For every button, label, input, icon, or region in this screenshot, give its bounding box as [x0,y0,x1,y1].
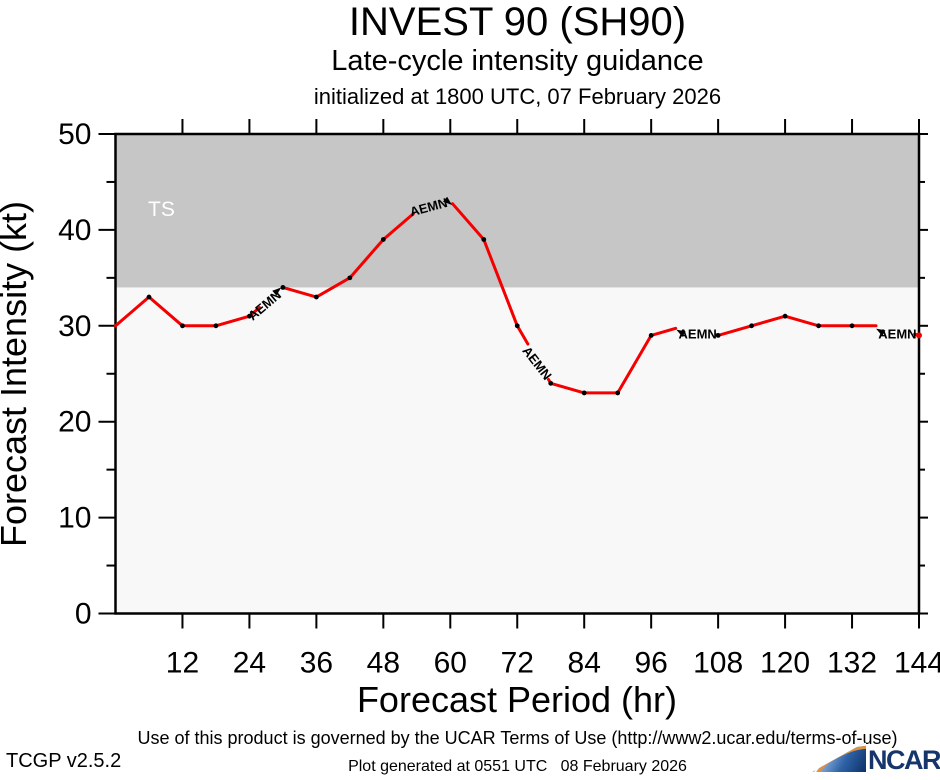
x-tick-label: 24 [233,647,266,680]
model-label-arrow-icon [443,196,452,205]
init-time-line: initialized at 1800 UTC, 07 February 202… [313,84,722,109]
data-point-marker [347,275,353,281]
data-point-marker [715,332,721,338]
ncar-logo-text: NCAR [868,745,940,776]
x-tick-label: 144 [894,647,940,680]
data-point-marker [782,313,788,319]
x-tick-label: 120 [760,647,810,680]
x-tick-label: 60 [434,647,467,680]
y-tick-label: 10 [58,502,91,535]
plot-area: 12 24 36 48 60 72 84 96 108 120 132 144 0 10 20 30 40 50 A… [58,118,940,680]
terms-of-use-text: Use of this product is governed by the U… [137,728,898,748]
intensity-chart: 12 24 36 48 60 72 84 96 108 120 132 144 0 10 20 30 40 50 A… [0,118,940,720]
model-label-arrow-icon [876,328,886,336]
data-point-marker [213,323,219,329]
model-label-arrow-icon [676,329,686,337]
data-point-marker [816,323,821,329]
ncar-logo-sail-icon [812,742,866,772]
x-tick-label: 48 [367,647,400,680]
data-point-marker [514,323,520,329]
x-tick-label: 36 [300,647,333,680]
y-tick-label: 40 [58,214,91,247]
ts-intensity-band [115,134,919,288]
data-point-marker [380,237,386,242]
data-point-marker [916,332,922,339]
data-point-marker [481,237,487,242]
x-tick-label: 96 [634,647,667,680]
x-tick-label: 84 [568,647,601,680]
data-point-marker [548,380,554,386]
data-point-marker [313,294,319,300]
x-tick-label: 132 [827,647,877,680]
y-tick-label: 0 [75,598,92,631]
axis-frame [114,132,921,615]
x-tick-label: 72 [501,647,534,680]
forecast-line-segment [451,202,530,346]
plot-generated-text: Plot generated at 0551 UTC 08 February 2… [348,758,687,775]
page-subtitle: Late-cycle intensity guidance [331,45,704,77]
data-point-marker [247,313,252,319]
x-tick-label: 108 [693,647,743,680]
data-point-marker [849,323,855,329]
y-tick-label: 50 [58,118,91,151]
data-point-marker [280,285,286,290]
data-point-marker [615,390,621,396]
ncar-logo: NCAR [812,742,940,776]
page-title: INVEST 90 (SH90) [348,0,687,44]
y-tick-label: 20 [58,406,91,439]
data-point-marker [581,390,587,396]
y-tick-label: 30 [58,310,91,343]
model-label-arrow-icon [272,287,282,296]
data-point-marker [648,332,654,338]
model-label: AEMN [878,326,916,341]
ts-band-label: TS [148,198,175,221]
data-point-marker [146,294,152,300]
y-axis-title: Forecast Intensity (kt) [0,201,34,547]
x-tick-label: 12 [166,647,199,680]
model-label: AEMN [679,326,717,341]
x-axis-title: Forecast Period (hr) [357,679,677,720]
data-point-marker [749,323,755,329]
data-point-marker [180,323,185,329]
tcgp-version-text: TCGP v2.5.2 [6,750,122,772]
